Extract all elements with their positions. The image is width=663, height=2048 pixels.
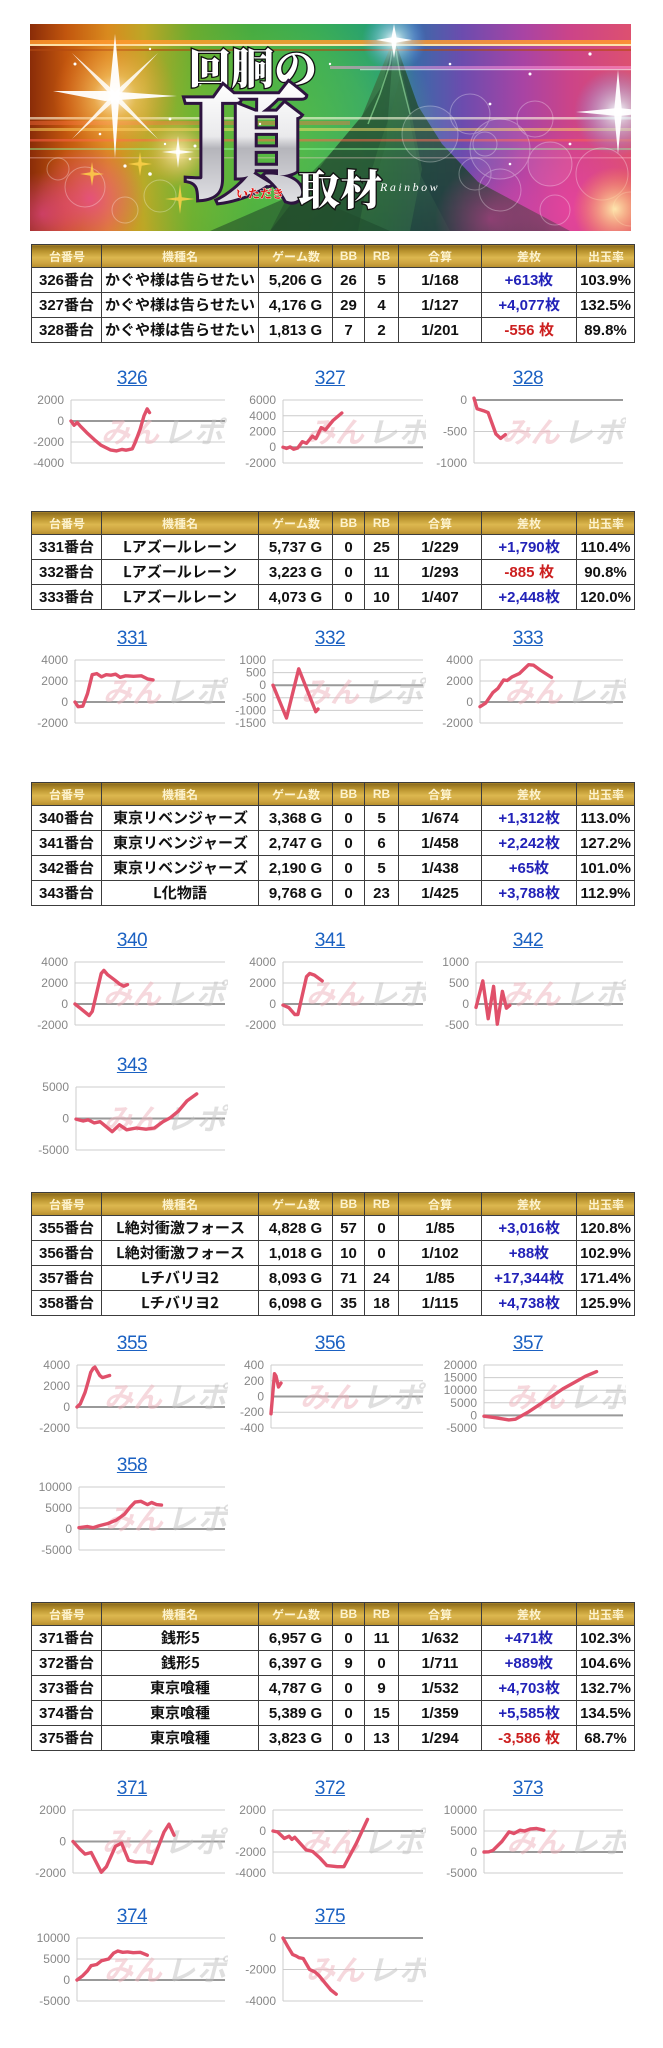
svg-text:0: 0: [63, 1400, 70, 1414]
svg-text:0: 0: [470, 1845, 477, 1859]
svg-text:-500: -500: [445, 1018, 469, 1032]
svg-text:0: 0: [466, 695, 473, 709]
svg-text:-4000: -4000: [33, 456, 64, 470]
svg-text:-1000: -1000: [235, 703, 266, 717]
svg-text:2000: 2000: [43, 1379, 70, 1393]
svg-text:0: 0: [259, 678, 266, 692]
svg-text:0: 0: [470, 1408, 477, 1422]
svg-text:-2000: -2000: [245, 456, 276, 470]
svg-text:5000: 5000: [450, 1396, 477, 1410]
svg-text:-5000: -5000: [39, 1994, 70, 2008]
svg-text:500: 500: [246, 666, 266, 680]
svg-text:-5000: -5000: [446, 1421, 477, 1435]
svg-text:0: 0: [462, 997, 469, 1011]
svg-text:400: 400: [244, 1360, 264, 1372]
svg-text:0: 0: [259, 1824, 266, 1838]
svg-text:5000: 5000: [450, 1824, 477, 1838]
svg-text:10000: 10000: [39, 1482, 73, 1494]
svg-text:0: 0: [61, 997, 68, 1011]
svg-text:-2000: -2000: [245, 1018, 276, 1032]
svg-text:0: 0: [57, 414, 64, 428]
svg-text:4000: 4000: [41, 957, 68, 969]
svg-text:-500: -500: [242, 691, 266, 705]
svg-text:200: 200: [244, 1374, 264, 1388]
svg-text:-2000: -2000: [37, 1018, 68, 1032]
svg-text:-2000: -2000: [235, 1845, 266, 1859]
svg-text:4000: 4000: [249, 957, 276, 969]
svg-text:0: 0: [257, 1390, 264, 1404]
svg-text:-5000: -5000: [38, 1143, 69, 1157]
svg-text:0: 0: [65, 1522, 72, 1536]
svg-text:4000: 4000: [446, 655, 473, 667]
svg-text:6000: 6000: [249, 395, 276, 407]
svg-text:2000: 2000: [41, 674, 68, 688]
svg-text:4000: 4000: [249, 409, 276, 423]
svg-text:-2000: -2000: [37, 716, 68, 730]
svg-text:2000: 2000: [239, 1805, 266, 1817]
svg-text:2000: 2000: [249, 425, 276, 439]
svg-text:-1500: -1500: [235, 716, 266, 730]
svg-text:-500: -500: [443, 425, 467, 439]
svg-text:-2000: -2000: [442, 716, 473, 730]
svg-text:0: 0: [62, 1112, 69, 1126]
svg-text:10000: 10000: [37, 1933, 71, 1945]
svg-text:0: 0: [63, 1973, 70, 1987]
svg-text:2000: 2000: [37, 395, 64, 407]
svg-text:1000: 1000: [442, 957, 469, 969]
svg-text:10000: 10000: [444, 1383, 478, 1397]
svg-text:5000: 5000: [43, 1952, 70, 1966]
svg-text:Rainbow: Rainbow: [379, 180, 440, 194]
svg-text:-1000: -1000: [436, 456, 467, 470]
svg-text:2000: 2000: [249, 976, 276, 990]
svg-text:2000: 2000: [41, 976, 68, 990]
svg-text:1000: 1000: [239, 655, 266, 667]
svg-text:500: 500: [449, 976, 469, 990]
svg-text:0: 0: [460, 395, 467, 407]
svg-text:4000: 4000: [41, 655, 68, 667]
svg-text:2000: 2000: [39, 1805, 66, 1817]
svg-text:0: 0: [269, 440, 276, 454]
svg-text:-5000: -5000: [446, 1866, 477, 1880]
svg-text:-2000: -2000: [35, 1866, 66, 1880]
svg-text:0: 0: [269, 1933, 276, 1945]
svg-text:4000: 4000: [43, 1360, 70, 1372]
svg-text:-4000: -4000: [235, 1866, 266, 1880]
svg-text:-5000: -5000: [41, 1543, 72, 1557]
svg-text:0: 0: [269, 997, 276, 1011]
svg-text:5000: 5000: [42, 1082, 69, 1094]
svg-text:0: 0: [61, 695, 68, 709]
svg-text:2000: 2000: [446, 674, 473, 688]
svg-text:-200: -200: [240, 1405, 264, 1419]
svg-text:20000: 20000: [444, 1360, 478, 1372]
svg-text:10000: 10000: [444, 1805, 478, 1817]
svg-text:-2000: -2000: [39, 1421, 70, 1435]
svg-text:15000: 15000: [444, 1371, 478, 1385]
svg-text:-2000: -2000: [33, 435, 64, 449]
svg-text:-4000: -4000: [245, 1994, 276, 2008]
svg-text:0: 0: [59, 1835, 66, 1849]
svg-text:-2000: -2000: [245, 1963, 276, 1977]
svg-text:-400: -400: [240, 1421, 264, 1435]
svg-text:5000: 5000: [45, 1501, 72, 1515]
